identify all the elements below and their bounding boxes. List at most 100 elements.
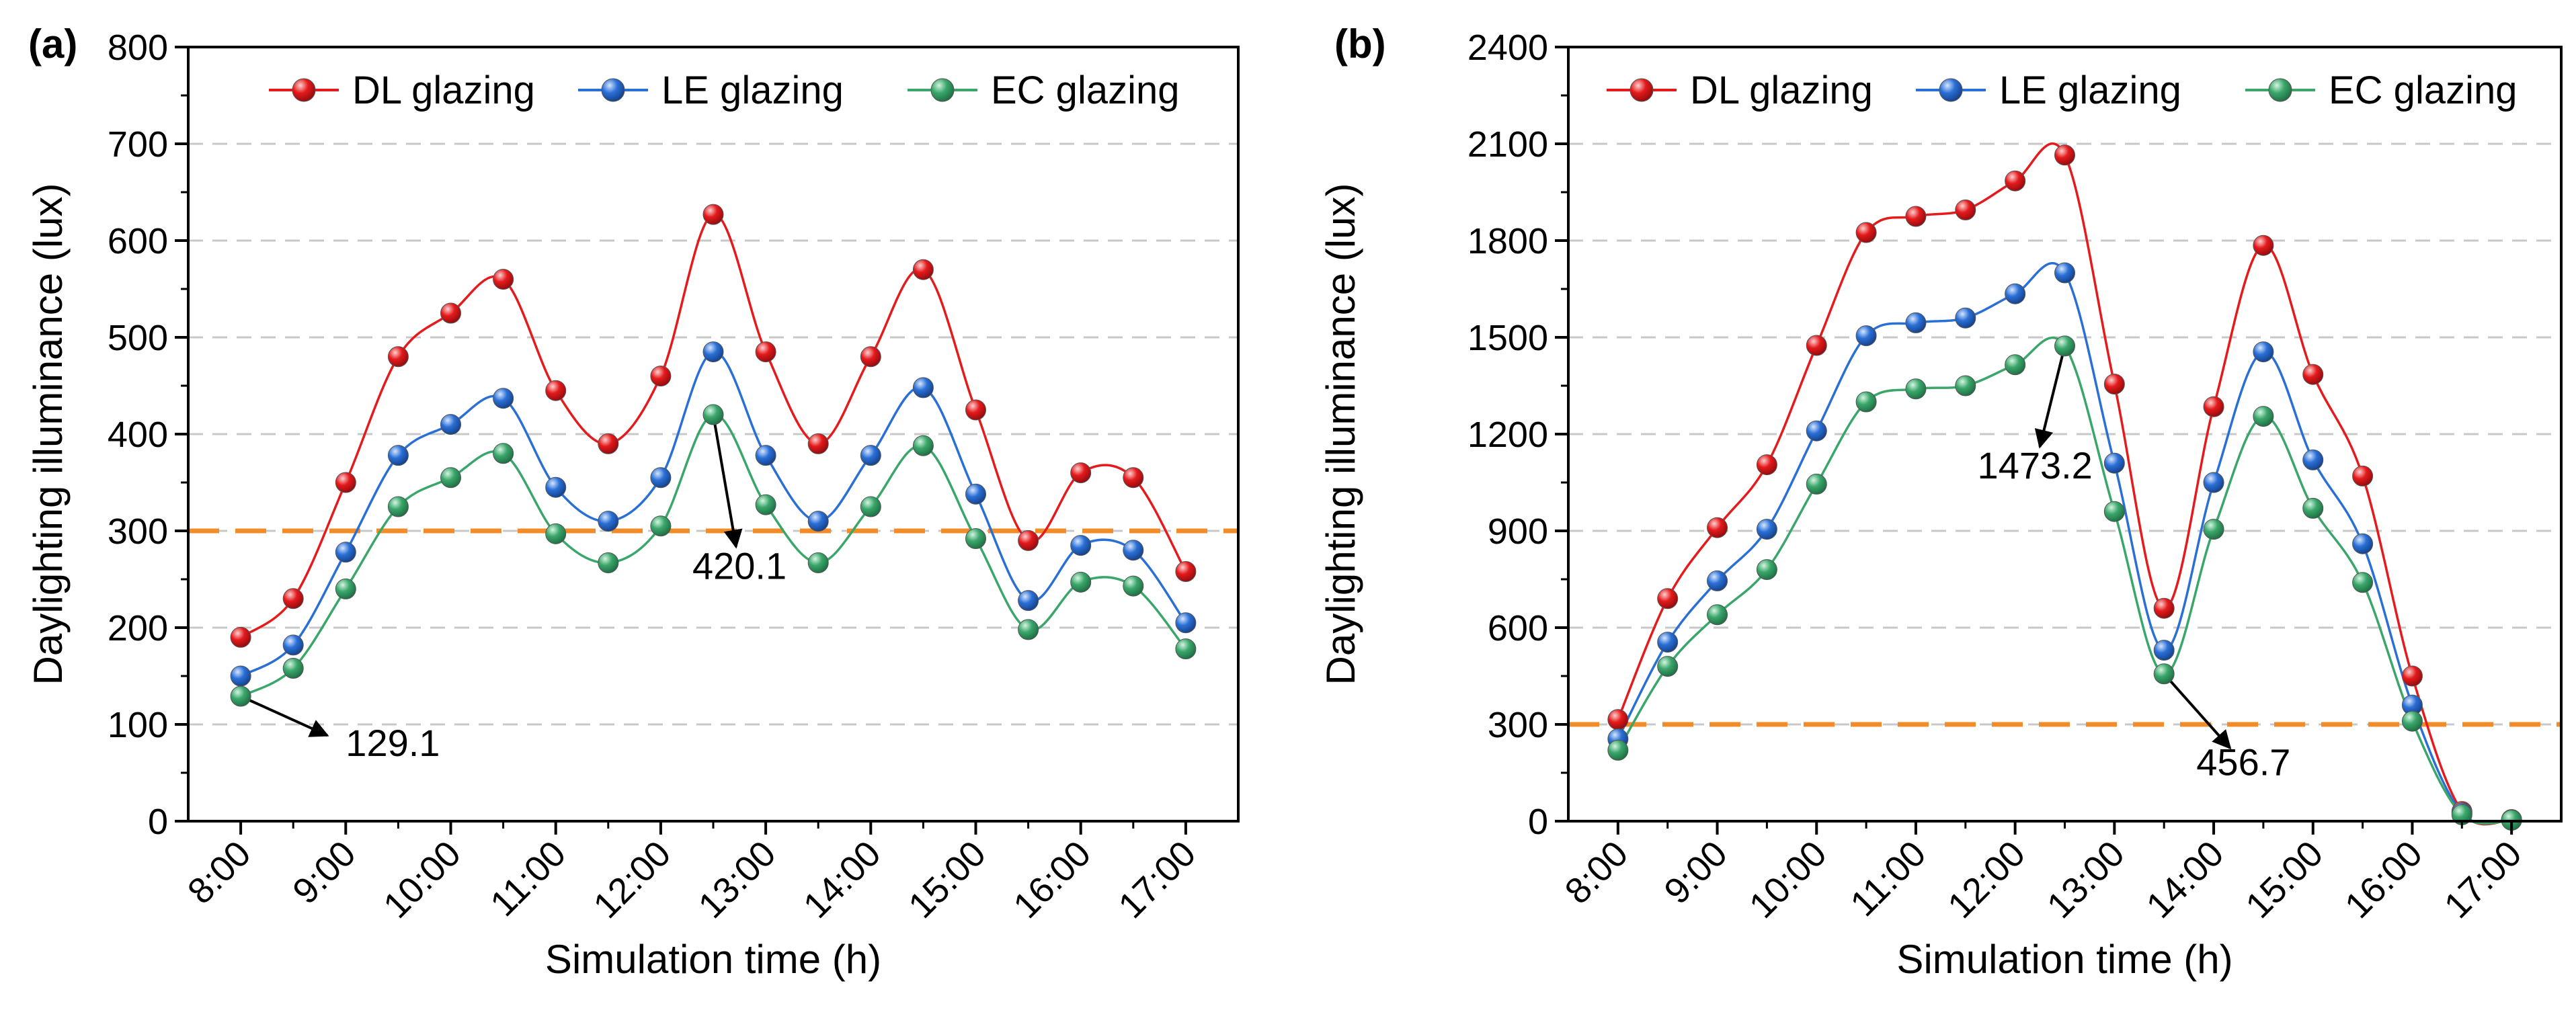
x-tick-label: 9:00 [1656,833,1735,912]
data-point-le [598,511,619,532]
data-point-le [230,665,251,687]
annotation-arrow [2169,679,2232,750]
y-tick-label: 1800 [1467,221,1548,261]
data-point-dl [335,472,356,493]
data-point-ec [1855,391,1877,413]
y-axis-title: Daylighting illuminance (lux) [26,183,71,685]
x-tick-label: 16:00 [2337,833,2430,926]
data-point-dl [598,433,619,454]
data-point-dl [493,269,514,290]
chart-panel-a: 129.1 420.1 0 100 200 300 400 500 600 700 800 8:00 9… [26,22,1240,982]
data-point-ec [2153,663,2175,685]
data-point-le [335,542,356,563]
data-point-le [2153,640,2175,661]
data-point-ec [493,443,514,464]
x-tick-label: 15:00 [901,833,994,926]
annotation-label: 420.1 [692,544,787,587]
data-point-le [650,467,672,489]
data-point-ec [2054,335,2075,357]
data-point-dl [1756,454,1777,476]
data-point-dl [1607,709,1629,730]
y-tick-label: 700 [108,124,168,165]
data-point-le [282,634,304,656]
data-point-dl [1707,517,1728,538]
annotation-arrow [2034,354,2064,449]
data-point-le [1955,307,1976,329]
data-point-dl [807,433,829,454]
data-point-ec [2203,519,2224,540]
data-point-dl [1657,588,1679,609]
series-line-ec [1617,336,2512,825]
y-tick-label: 400 [108,415,168,455]
legend-marker-ec [2268,78,2292,102]
data-point-ec [2302,497,2324,519]
data-point-le [2005,283,2026,304]
legend-label-ec: EC glazing [2329,69,2517,112]
data-point-dl [860,346,881,368]
x-tick-label: 8:00 [180,833,259,912]
data-point-le [2054,262,2075,284]
data-point-dl [230,626,251,648]
y-tick-label: 2100 [1467,124,1548,165]
x-tick-label: 12:00 [586,833,678,926]
x-tick-label: 11:00 [1843,833,1933,924]
data-point-dl [912,259,934,280]
data-point-dl [1905,206,1927,227]
x-tick-label: 12:00 [1940,833,2033,926]
panel-label: (b) [1334,22,1386,67]
data-point-le [912,377,934,398]
data-point-dl [2401,665,2423,687]
data-point-le [1806,420,1827,441]
data-point-le [440,414,461,435]
data-point-dl [1123,467,1144,489]
legend-marker-ec [930,78,955,102]
y-tick-label: 500 [108,318,168,358]
legend-marker-dl [1629,78,1654,102]
data-point-dl [2054,144,2075,166]
data-point-le [1905,312,1927,333]
annotation-label: 1473.2 [1978,444,2093,487]
data-point-dl [1855,222,1877,243]
x-tick-label: 13:00 [691,833,784,926]
data-point-dl [1175,560,1197,582]
data-point-ec [598,552,619,574]
x-tick-label: 14:00 [2139,833,2232,926]
data-point-ec [440,467,461,489]
legend-label-le: LE glazing [1999,69,2181,112]
y-tick-label: 200 [108,608,168,648]
data-point-ec [1707,604,1728,626]
data-point-le [2302,449,2324,470]
y-tick-label: 100 [108,705,168,745]
data-point-le [1657,632,1679,653]
x-axis-title: Simulation time (h) [545,937,881,982]
x-tick-label: 11:00 [483,833,573,924]
data-point-ec [650,515,672,537]
data-point-ec [1070,571,1092,593]
data-point-ec [1955,375,1976,396]
data-point-ec [2352,572,2374,593]
data-point-le [1707,570,1728,591]
data-point-ec [1657,656,1679,677]
y-tick-label: 600 [1488,608,1548,648]
data-point-ec [1756,559,1777,581]
data-point-le [2203,472,2224,493]
y-tick-label: 1200 [1467,415,1548,455]
data-point-le [387,445,409,466]
chart-panel-b: 1473.2 456.7 0 300 600 900 1200 1500 1800 2100 240… [1318,22,2563,982]
data-point-le [1855,325,1877,347]
data-point-le [965,483,986,505]
data-point-le [1018,590,1039,612]
data-point-dl [282,588,304,609]
data-point-ec [230,685,251,707]
data-point-dl [755,341,776,363]
data-point-le [1175,612,1197,634]
x-tick-label: 16:00 [1006,833,1098,926]
y-tick-label: 300 [1488,705,1548,745]
x-tick-label: 10:00 [376,833,469,926]
x-tick-label: 15:00 [2238,833,2331,926]
data-point-le [755,445,776,466]
data-point-dl [2103,374,2125,395]
y-tick-label: 300 [108,511,168,552]
x-tick-label: 10:00 [1742,833,1835,926]
